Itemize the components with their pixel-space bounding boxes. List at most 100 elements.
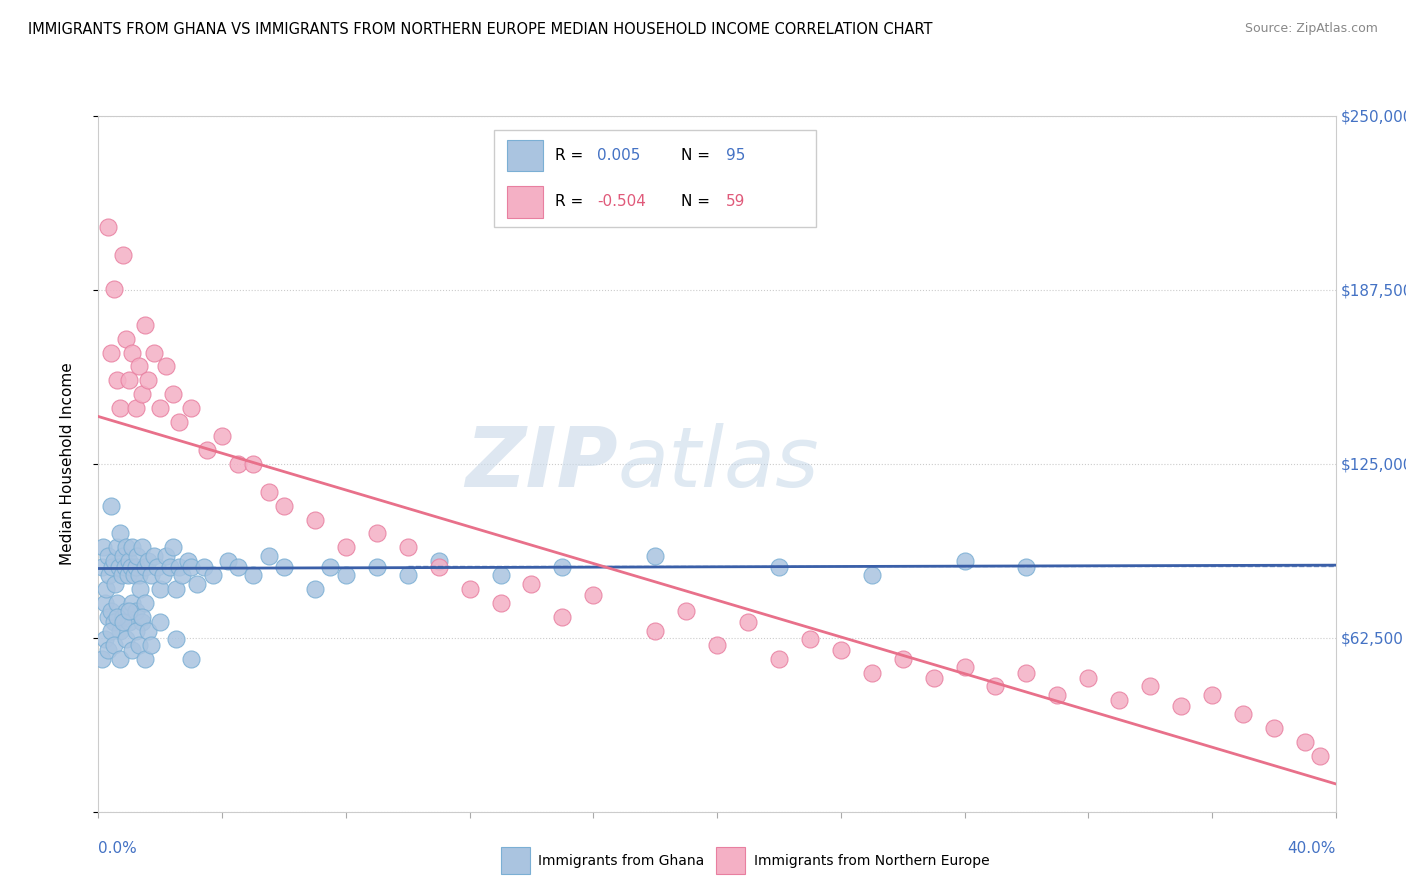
Point bbox=[103, 554, 125, 568]
Point bbox=[118, 554, 141, 568]
Point bbox=[122, 568, 145, 582]
Point bbox=[105, 596, 128, 610]
Point bbox=[105, 373, 128, 387]
Point bbox=[489, 568, 512, 582]
Point bbox=[319, 559, 342, 574]
Point bbox=[128, 638, 150, 652]
Point bbox=[149, 401, 172, 416]
Point bbox=[91, 541, 114, 555]
Point bbox=[167, 415, 190, 429]
Point bbox=[108, 651, 131, 665]
Point bbox=[139, 638, 162, 652]
Point bbox=[104, 576, 127, 591]
Point bbox=[984, 680, 1007, 694]
Point bbox=[304, 512, 326, 526]
Point bbox=[211, 429, 233, 443]
Point bbox=[103, 281, 125, 295]
Point bbox=[155, 549, 177, 563]
Text: ZIP: ZIP bbox=[465, 424, 619, 504]
Point bbox=[1015, 559, 1038, 574]
Point bbox=[131, 615, 153, 630]
Point bbox=[103, 638, 125, 652]
Point bbox=[131, 387, 153, 401]
Point bbox=[108, 624, 131, 638]
Point bbox=[124, 624, 146, 638]
Text: IMMIGRANTS FROM GHANA VS IMMIGRANTS FROM NORTHERN EUROPE MEDIAN HOUSEHOLD INCOME: IMMIGRANTS FROM GHANA VS IMMIGRANTS FROM… bbox=[28, 22, 932, 37]
Point bbox=[96, 582, 118, 596]
Point bbox=[111, 568, 134, 582]
Point bbox=[427, 554, 450, 568]
Point bbox=[180, 651, 202, 665]
Bar bbox=[716, 847, 745, 874]
Point bbox=[105, 541, 128, 555]
Point bbox=[115, 632, 138, 647]
Point bbox=[257, 549, 280, 563]
Point bbox=[427, 559, 450, 574]
Y-axis label: Median Household Income: Median Household Income bbox=[60, 362, 75, 566]
Point bbox=[242, 457, 264, 471]
Point bbox=[134, 559, 156, 574]
Point bbox=[1077, 671, 1099, 685]
Point bbox=[1201, 688, 1223, 702]
Point bbox=[136, 373, 159, 387]
Point bbox=[124, 604, 146, 618]
Point bbox=[366, 526, 388, 541]
Point bbox=[165, 632, 187, 647]
Point bbox=[118, 615, 141, 630]
Point bbox=[489, 596, 512, 610]
Point bbox=[121, 345, 143, 359]
Point bbox=[335, 568, 357, 582]
Point bbox=[159, 559, 181, 574]
Point bbox=[180, 401, 202, 416]
Point bbox=[155, 359, 177, 374]
Point bbox=[830, 643, 852, 657]
Point bbox=[143, 549, 166, 563]
Point bbox=[90, 559, 112, 574]
Point bbox=[100, 499, 122, 513]
Point bbox=[112, 549, 135, 563]
Point bbox=[1046, 688, 1069, 702]
Point bbox=[180, 559, 202, 574]
Point bbox=[136, 624, 159, 638]
Point bbox=[582, 588, 605, 602]
Point bbox=[737, 615, 759, 630]
Point bbox=[100, 345, 122, 359]
Point bbox=[335, 541, 357, 555]
Point bbox=[121, 541, 143, 555]
Point bbox=[127, 549, 149, 563]
Point bbox=[107, 559, 129, 574]
Point bbox=[97, 643, 120, 657]
Point bbox=[195, 442, 218, 457]
Text: 0.0%: 0.0% bbox=[98, 841, 138, 856]
Point bbox=[112, 615, 135, 630]
Point bbox=[149, 582, 172, 596]
Point bbox=[108, 401, 131, 416]
Text: Source: ZipAtlas.com: Source: ZipAtlas.com bbox=[1244, 22, 1378, 36]
Point bbox=[112, 248, 135, 262]
Point bbox=[143, 345, 166, 359]
Point bbox=[100, 624, 122, 638]
Point bbox=[1139, 680, 1161, 694]
Point bbox=[644, 624, 666, 638]
Point bbox=[152, 568, 174, 582]
Point bbox=[799, 632, 821, 647]
Point bbox=[1015, 665, 1038, 680]
Point bbox=[177, 554, 200, 568]
Point bbox=[396, 541, 419, 555]
Point bbox=[128, 359, 150, 374]
Point bbox=[186, 576, 208, 591]
Point bbox=[103, 615, 125, 630]
Text: 40.0%: 40.0% bbox=[1288, 841, 1336, 856]
Point bbox=[114, 559, 136, 574]
Point bbox=[128, 568, 150, 582]
Point bbox=[706, 638, 728, 652]
Point bbox=[131, 610, 153, 624]
Point bbox=[217, 554, 239, 568]
Point bbox=[124, 559, 146, 574]
Point bbox=[226, 559, 249, 574]
Point bbox=[108, 526, 131, 541]
Point bbox=[121, 596, 143, 610]
Point bbox=[860, 568, 883, 582]
Point bbox=[98, 568, 121, 582]
Point bbox=[93, 596, 115, 610]
